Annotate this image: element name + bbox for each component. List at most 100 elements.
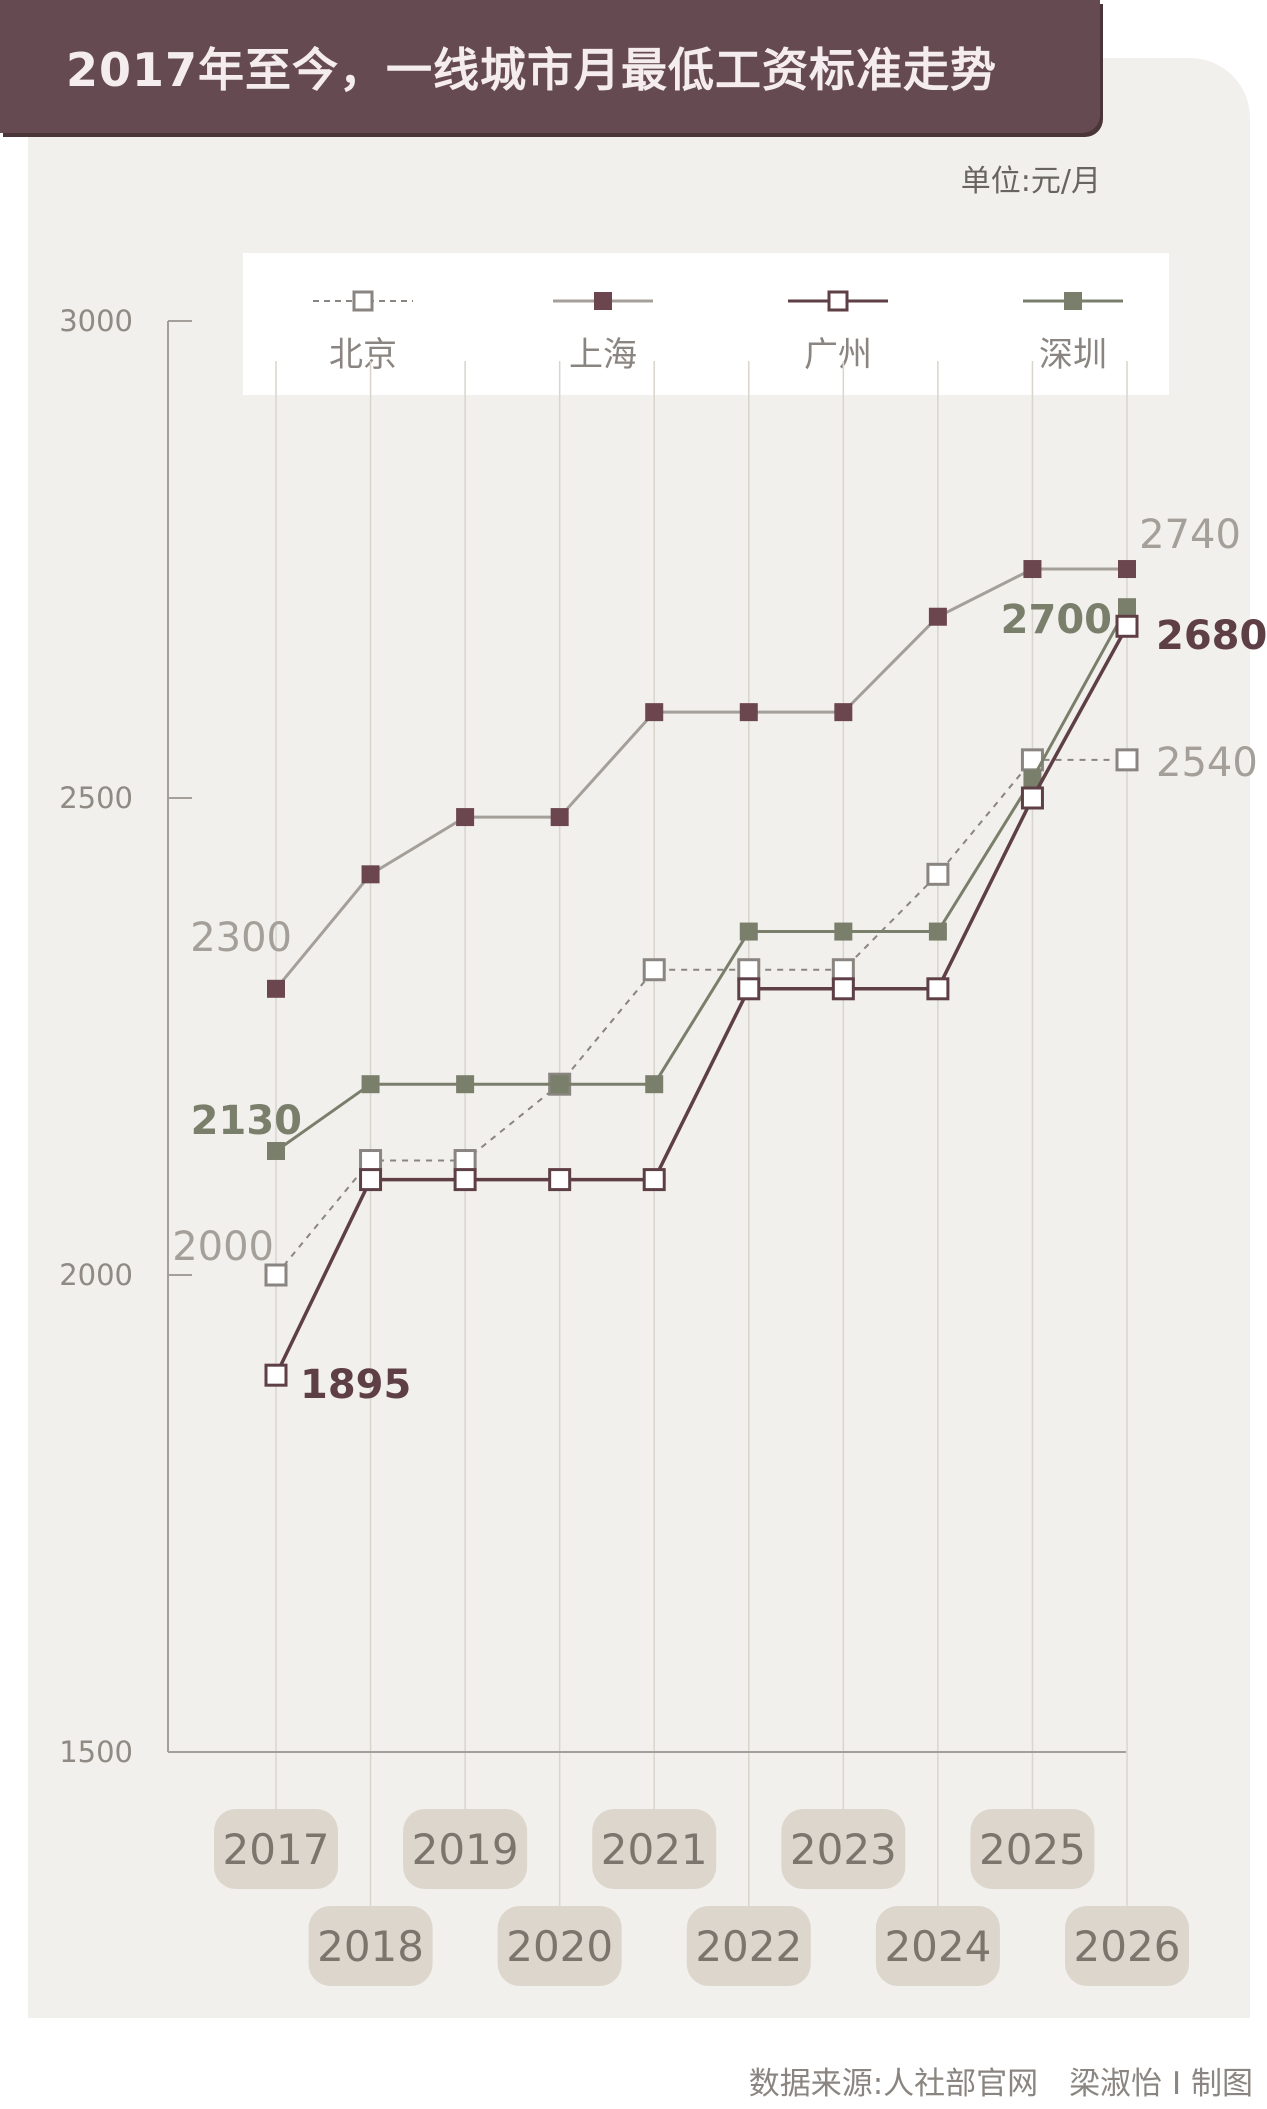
data-point-shenzhen-2025 — [1023, 769, 1042, 788]
data-point-shanghai-2025 — [1023, 560, 1042, 579]
series-line-shenzhen — [275, 606, 1129, 1153]
legend-label-guangzhou: 广州 — [804, 335, 872, 375]
data-point-guangzhou-2020 — [548, 1168, 572, 1192]
legend-item-beijing: 北京 — [273, 253, 453, 395]
y-tick-label-1500: 1500 — [59, 1735, 133, 1769]
data-label-guangzhou-2017: 1895 — [300, 1362, 411, 1408]
data-point-beijing-2023 — [831, 958, 855, 982]
x-tick-text-2022: 2022 — [695, 1922, 802, 1971]
data-point-shanghai-2019 — [456, 808, 475, 827]
y-tick-label-3000: 3000 — [59, 304, 133, 338]
x-tick-pill-2025 — [970, 1809, 1095, 1889]
x-tick-label-2025: 2025 — [970, 1809, 1095, 1889]
chart-title: 2017年至今，一线城市月最低工资标准走势 — [66, 43, 998, 97]
series-line-shanghai — [274, 567, 1127, 990]
data-point-shanghai-2022 — [739, 703, 758, 722]
series-shenzhen — [267, 598, 1136, 1160]
data-point-beijing-2022 — [737, 958, 761, 982]
y-tick-label-2000: 2000 — [59, 1258, 133, 1292]
x-tick-text-2017: 2017 — [223, 1825, 330, 1874]
data-point-shenzhen-2024 — [928, 922, 947, 941]
data-point-shenzhen-2020 — [550, 1075, 569, 1094]
data-point-shanghai-2020 — [550, 808, 569, 827]
data-point-beijing-2018 — [359, 1149, 383, 1173]
data-label-beijing-2026: 2540 — [1156, 740, 1258, 786]
x-tick-text-2020: 2020 — [506, 1922, 613, 1971]
data-point-shenzhen-2022 — [739, 922, 758, 941]
data-point-shanghai-2026 — [1118, 560, 1136, 579]
line-chart: 1500 2000 2500 3000 2017 2018 2019 2020 2021 2022… — [59, 304, 1267, 1986]
series-beijing — [264, 748, 1139, 1287]
x-tick-label-2019: 2019 — [403, 1809, 528, 1889]
data-label-shanghai-2017: 2300 — [190, 915, 292, 961]
data-label-shanghai-2026: 2740 — [1139, 512, 1241, 558]
legend-item-guangzhou: 广州 — [748, 253, 928, 395]
data-point-beijing-2024 — [926, 862, 950, 886]
data-label-shenzhen-2017: 2130 — [191, 1098, 302, 1144]
legend-line-hollow-icon — [788, 290, 888, 312]
x-tick-pill-2024 — [875, 1906, 1000, 1986]
series-shanghai — [267, 560, 1136, 998]
legend-line-dashed-hollow-icon — [313, 290, 413, 312]
title-banner: 2017年至今，一线城市月最低工资标准走势 — [0, 0, 1100, 133]
x-tick-pill-2023 — [781, 1809, 906, 1889]
data-point-guangzhou-2017 — [264, 1363, 288, 1387]
data-point-beijing-2019 — [453, 1149, 477, 1173]
legend-item-shenzhen: 深圳 — [983, 253, 1163, 395]
x-tick-text-2019: 2019 — [412, 1825, 519, 1874]
data-point-beijing-2021 — [642, 958, 666, 982]
source-credit: 数据来源:人社部官网 梁淑怡 I 制图 — [748, 2066, 1253, 2102]
x-tick-pill-2017 — [214, 1809, 338, 1889]
x-tick-label-2022: 2022 — [686, 1906, 811, 1986]
data-point-shanghai-2021 — [645, 703, 664, 722]
data-point-shenzhen-2019 — [456, 1075, 475, 1094]
data-point-guangzhou-2024 — [926, 977, 950, 1001]
x-tick-pill-2019 — [403, 1809, 528, 1889]
data-point-shanghai-2023 — [834, 703, 853, 722]
x-tick-pill-2018 — [308, 1906, 433, 1986]
series-guangzhou — [264, 614, 1139, 1387]
legend-label-shenzhen: 深圳 — [1039, 335, 1107, 375]
data-point-guangzhou-2023 — [831, 977, 855, 1001]
data-point-beijing-2017 — [264, 1263, 288, 1287]
data-point-guangzhou-2026 — [1115, 614, 1139, 638]
data-point-shenzhen-2026 — [1118, 598, 1136, 617]
data-point-shanghai-2018 — [361, 865, 380, 884]
data-label-shenzhen-2026: 2700 — [1001, 597, 1112, 643]
x-tick-label-2017: 2017 — [214, 1809, 338, 1889]
data-point-shanghai-2017 — [267, 979, 285, 998]
x-tick-text-2018: 2018 — [317, 1922, 424, 1971]
x-tick-pill-2022 — [686, 1906, 811, 1986]
legend-item-shanghai: 上海 — [513, 253, 693, 395]
legend: 北京 上海 广州 深圳 — [243, 253, 1169, 395]
x-tick-text-2023: 2023 — [790, 1825, 897, 1874]
x-tick-text-2026: 2026 — [1074, 1922, 1181, 1971]
data-point-shenzhen-2023 — [834, 922, 853, 941]
x-tick-text-2021: 2021 — [601, 1825, 708, 1874]
x-tick-text-2025: 2025 — [979, 1825, 1086, 1874]
x-tick-label-2018: 2018 — [308, 1906, 433, 1986]
x-tick-pill-2021 — [592, 1809, 717, 1889]
x-tick-label-2026: 2026 — [1065, 1906, 1189, 1986]
y-tick-label-2500: 2500 — [59, 781, 133, 815]
data-point-guangzhou-2025 — [1020, 786, 1044, 810]
unit-label: 单位:元/月 — [960, 164, 1101, 199]
legend-line-filled-green-icon — [1023, 292, 1123, 310]
data-point-shenzhen-2018 — [361, 1075, 380, 1094]
series-line-guangzhou — [274, 625, 1129, 1376]
legend-line-filled-icon — [553, 292, 653, 310]
x-tick-label-2021: 2021 — [592, 1809, 717, 1889]
x-tick-label-2023: 2023 — [781, 1809, 906, 1889]
x-tick-pill-2026 — [1065, 1906, 1189, 1986]
series-line-beijing — [275, 758, 1127, 1276]
data-point-shenzhen-2017 — [267, 1141, 285, 1160]
data-point-guangzhou-2021 — [642, 1168, 666, 1192]
x-tick-pill-2020 — [497, 1906, 622, 1986]
data-point-guangzhou-2022 — [737, 977, 761, 1001]
legend-label-shanghai: 上海 — [569, 335, 637, 375]
legend-label-beijing: 北京 — [329, 335, 397, 375]
data-point-guangzhou-2018 — [359, 1168, 383, 1192]
x-tick-text-2024: 2024 — [884, 1922, 991, 1971]
data-label-guangzhou-2026: 2680 — [1156, 613, 1267, 659]
data-point-guangzhou-2019 — [453, 1168, 477, 1192]
